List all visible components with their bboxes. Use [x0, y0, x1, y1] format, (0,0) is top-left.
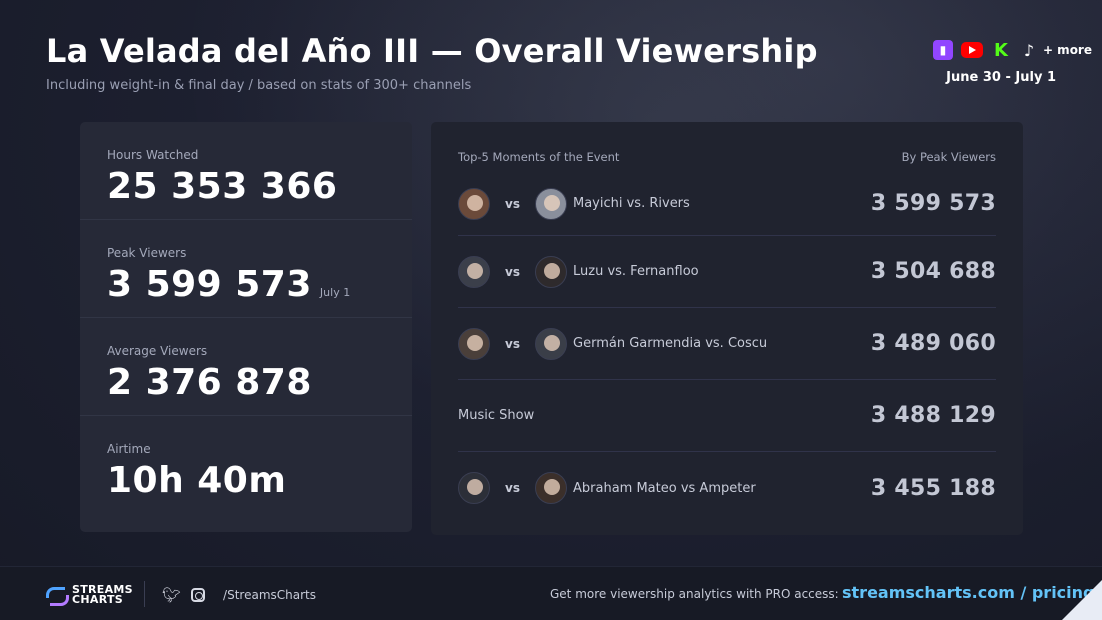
avatar: [534, 327, 567, 360]
matchup-avatars: vs: [458, 187, 573, 220]
footer: STREAMS CHARTS 🐦︎ /StreamsCharts Get mor…: [0, 566, 1102, 620]
stats-panel: Hours Watched 25 353 366 Peak Viewers 3 …: [80, 122, 412, 532]
tiktok-icon: ♪: [1023, 40, 1035, 60]
avatar: [458, 187, 490, 220]
social-links: 🐦︎ /StreamsCharts: [162, 586, 316, 604]
streams-charts-logo-icon: [46, 585, 69, 606]
avatar: [534, 187, 567, 220]
stat-airtime: Airtime 10h 40m: [80, 416, 412, 514]
moment-row: vs Germán Garmendia vs. Coscu 3 489 060: [458, 308, 996, 380]
stat-value: 25 353 366: [107, 166, 338, 207]
page-title: La Velada del Año III — Overall Viewersh…: [46, 32, 818, 70]
social-handle[interactable]: /StreamsCharts: [223, 588, 316, 602]
avatar: [458, 327, 490, 360]
moment-name: Germán Garmendia vs. Coscu: [573, 336, 768, 351]
logo-text: STREAMS CHARTS: [72, 583, 133, 606]
moment-row: vs Abraham Mateo vs Ampeter 3 455 188: [458, 452, 996, 524]
moments-title: Top-5 Moments of the Event: [458, 150, 620, 164]
stat-peak-viewers: Peak Viewers 3 599 573 July 1: [80, 220, 412, 318]
moment-row: vs Luzu vs. Fernanfloo 3 504 688: [458, 236, 996, 308]
kick-icon: K: [993, 39, 1008, 61]
moment-value: 3 455 188: [870, 475, 996, 501]
moment-name: Music Show: [458, 408, 535, 423]
stat-note: July 1: [319, 286, 351, 299]
youtube-icon: [960, 42, 983, 58]
moments-panel: Top-5 Moments of the Event By Peak Viewe…: [431, 122, 1023, 535]
moments-header: Top-5 Moments of the Event By Peak Viewe…: [431, 122, 1023, 164]
stat-value: 10h 40m: [107, 460, 287, 501]
moment-row: Music Show 3 488 129: [458, 380, 996, 452]
moment-name: Abraham Mateo vs Ampeter: [573, 480, 756, 496]
vs-label: vs: [505, 481, 520, 495]
stat-average-viewers: Average Viewers 2 376 878: [80, 318, 412, 416]
vs-label: vs: [505, 264, 520, 279]
moments-sort-label: By Peak Viewers: [901, 150, 996, 164]
footer-divider: [144, 581, 145, 607]
moment-value: 3 488 129: [870, 403, 996, 428]
platforms-more-label: + more: [1042, 43, 1092, 57]
stat-label: Hours Watched: [107, 148, 199, 162]
stat-label: Airtime: [107, 442, 151, 456]
moment-value: 3 504 688: [870, 259, 996, 284]
matchup-avatars: vs: [458, 472, 573, 504]
stat-label: Average Viewers: [107, 344, 208, 358]
instagram-icon[interactable]: [191, 588, 206, 602]
platform-icons: ▮ K ♪ + more: [932, 39, 1092, 61]
logo-line-1: STREAMS: [72, 583, 133, 596]
pricing-link[interactable]: streamscharts.com / pricing: [842, 583, 1095, 602]
corner-accent: [1062, 580, 1102, 620]
vs-label: vs: [505, 196, 520, 211]
matchup-avatars: vs: [458, 255, 573, 288]
promo-text: Get more viewership analytics with PRO a…: [550, 587, 839, 601]
page-subtitle: Including weight-in & final day / based …: [46, 78, 472, 93]
moments-list: vs Mayichi vs. Rivers 3 599 573 vs Luzu …: [431, 172, 1023, 524]
streams-charts-logo[interactable]: STREAMS CHARTS: [46, 583, 133, 606]
avatar: [458, 472, 490, 504]
moment-name: Mayichi vs. Rivers: [573, 196, 690, 211]
avatar: [534, 255, 567, 288]
avatar: [534, 472, 567, 504]
matchup-avatars: vs: [458, 327, 573, 360]
logo-line-2: CHARTS: [72, 593, 123, 606]
date-range: June 30 - July 1: [946, 70, 1056, 85]
moment-row: vs Mayichi vs. Rivers 3 599 573: [458, 172, 996, 236]
twitch-icon: ▮: [932, 40, 953, 60]
vs-label: vs: [505, 336, 520, 351]
avatar: [458, 255, 490, 288]
moment-name: Luzu vs. Fernanfloo: [573, 264, 699, 279]
moment-value: 3 599 573: [870, 191, 996, 216]
stat-value: 2 376 878: [107, 362, 312, 403]
moment-value: 3 489 060: [870, 331, 996, 356]
stat-hours-watched: Hours Watched 25 353 366: [80, 122, 412, 220]
twitter-icon[interactable]: 🐦︎: [162, 586, 182, 604]
stat-value: 3 599 573 July 1: [107, 264, 351, 305]
stat-label: Peak Viewers: [107, 246, 187, 260]
